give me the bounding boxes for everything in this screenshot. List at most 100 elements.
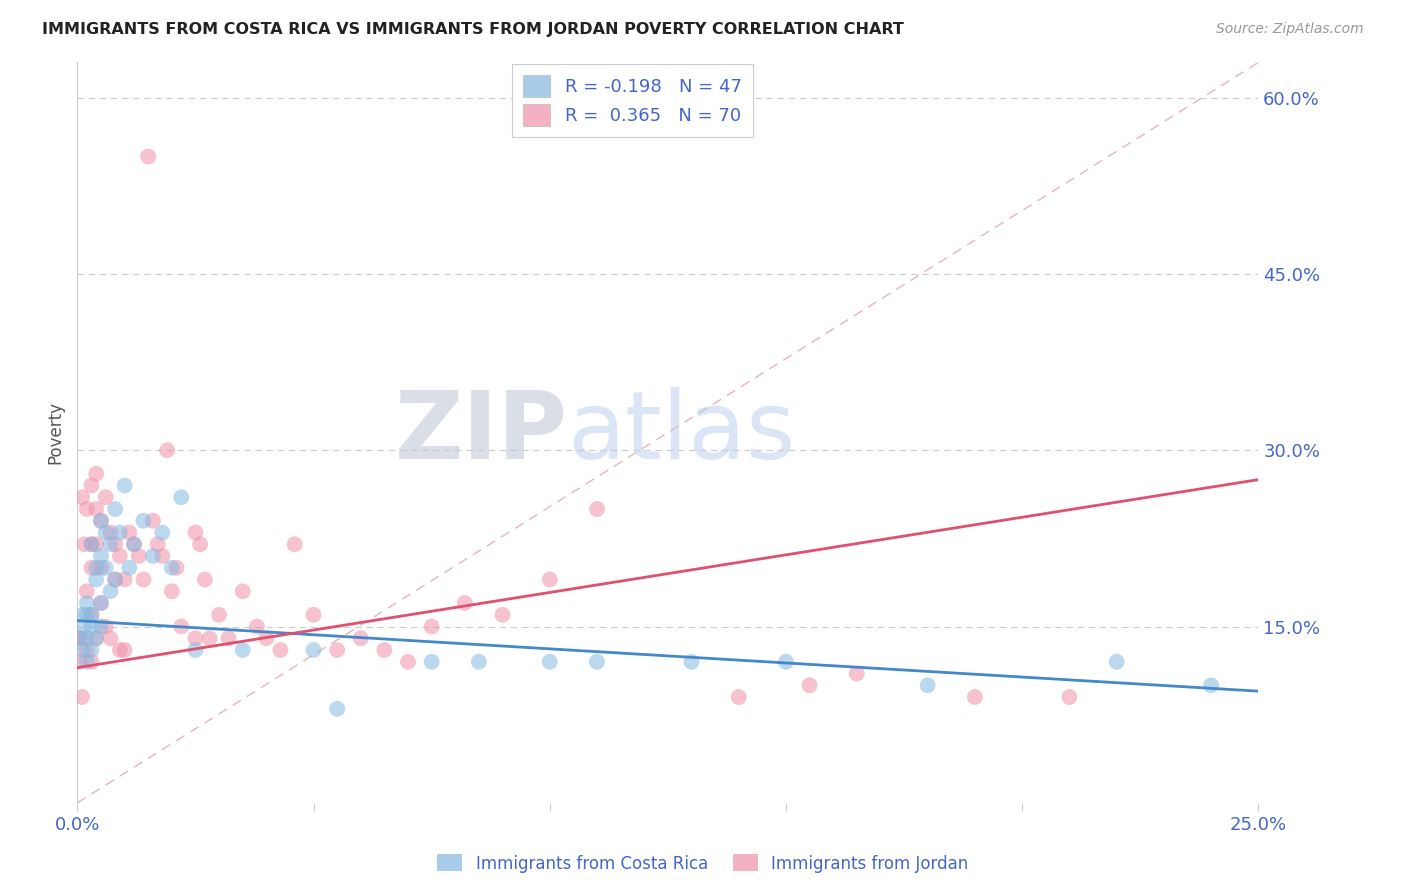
Point [104,573,127,587]
Point [586,502,609,516]
Point [156,443,179,458]
Point [198,632,221,646]
Point [70,607,93,622]
Text: atlas: atlas [568,386,796,479]
Point [104,502,127,516]
Point [90,549,112,563]
Point [218,632,240,646]
Point [122,537,145,551]
Point [100,537,122,551]
Point [1105,655,1128,669]
Point [420,619,443,633]
Point [122,537,145,551]
Point [100,584,122,599]
Point [80,607,103,622]
Point [84,632,107,646]
Point [84,502,107,516]
Point [90,619,112,633]
Point [90,514,112,528]
Point [80,537,103,551]
Point [284,537,307,551]
Point [454,596,477,610]
Point [184,525,207,540]
Point [84,573,107,587]
Point [350,632,373,646]
Legend: R = -0.198   N = 47, R =  0.365   N = 70: R = -0.198 N = 47, R = 0.365 N = 70 [512,64,752,137]
Point [727,690,749,704]
Point [104,537,127,551]
Point [100,525,122,540]
Point [142,549,165,563]
Point [1199,678,1222,692]
Point [73,619,96,633]
Point [80,607,103,622]
Point [302,643,325,657]
Point [76,643,98,657]
Point [491,607,513,622]
Point [232,643,254,657]
Point [170,619,193,633]
Point [586,655,609,669]
Point [326,643,349,657]
Point [76,596,98,610]
Point [775,655,797,669]
Point [302,607,325,622]
Point [160,561,183,575]
Point [246,619,269,633]
Point [76,502,98,516]
Point [94,619,117,633]
Point [100,632,122,646]
Point [94,525,117,540]
Point [73,537,96,551]
Text: IMMIGRANTS FROM COSTA RICA VS IMMIGRANTS FROM JORDAN POVERTY CORRELATION CHART: IMMIGRANTS FROM COSTA RICA VS IMMIGRANTS… [42,22,904,37]
Point [538,655,561,669]
Point [118,561,141,575]
Point [80,655,103,669]
Point [799,678,821,692]
Point [84,632,107,646]
Point [94,490,117,504]
Point [90,596,112,610]
Point [80,478,103,492]
Point [69,655,91,669]
Y-axis label: Poverty: Poverty [46,401,65,464]
Text: Source: ZipAtlas.com: Source: ZipAtlas.com [1216,22,1364,37]
Point [132,573,155,587]
Point [166,561,188,575]
Point [160,584,183,599]
Point [170,490,193,504]
Point [76,632,98,646]
Point [80,561,103,575]
Point [142,514,165,528]
Point [150,549,173,563]
Point [84,561,107,575]
Point [963,690,986,704]
Point [114,643,136,657]
Point [94,561,117,575]
Point [70,490,93,504]
Point [90,596,112,610]
Point [232,584,254,599]
Point [326,702,349,716]
Point [468,655,491,669]
Point [108,525,131,540]
Point [67,632,90,646]
Point [269,643,291,657]
Point [188,537,211,551]
Point [194,573,217,587]
Point [146,537,169,551]
Point [76,607,98,622]
Point [80,619,103,633]
Point [70,690,93,704]
Point [254,632,277,646]
Point [70,632,93,646]
Point [104,573,127,587]
Point [84,467,107,481]
Point [396,655,419,669]
Point [80,643,103,657]
Point [150,525,173,540]
Point [114,573,136,587]
Point [208,607,231,622]
Point [114,478,136,492]
Point [108,549,131,563]
